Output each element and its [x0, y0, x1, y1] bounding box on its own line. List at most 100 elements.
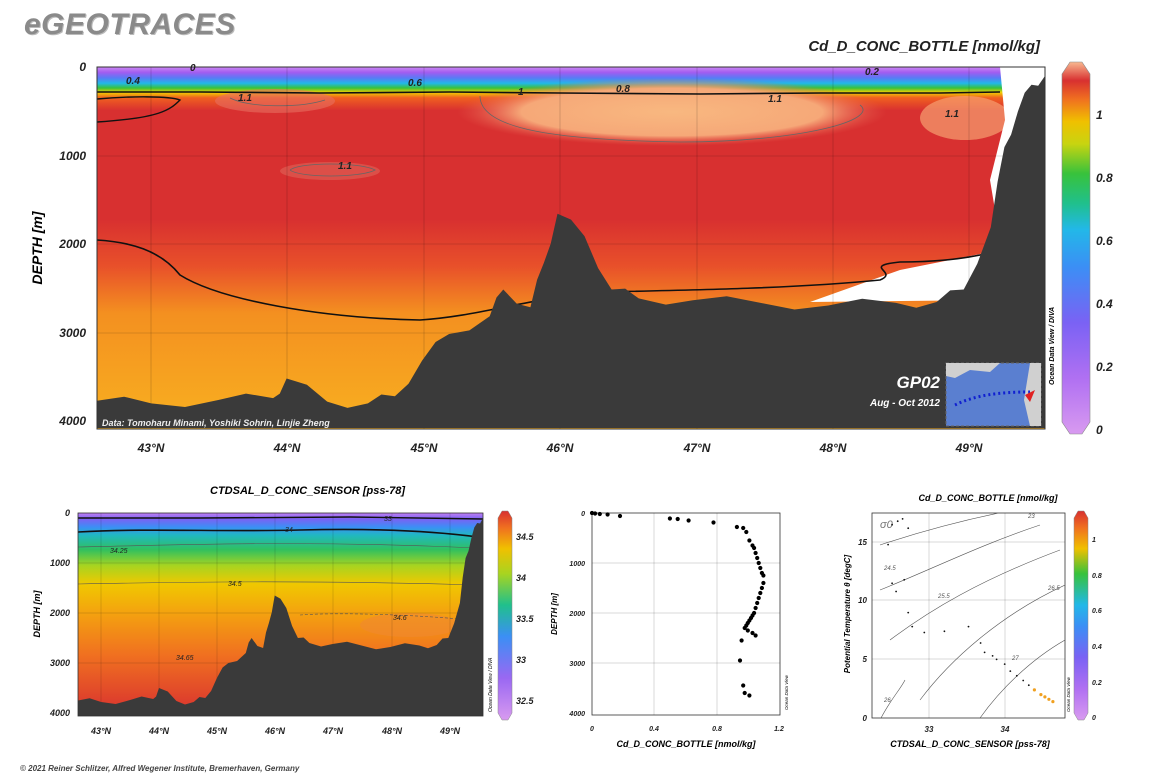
colorbar-tick: 34.5	[516, 532, 535, 542]
grid	[592, 513, 780, 715]
x-tick-label: 0.8	[712, 726, 722, 733]
y-tick-label: 1000	[569, 561, 585, 568]
isopycnals	[879, 513, 1065, 718]
data-point	[887, 543, 889, 546]
inset-map	[945, 362, 1042, 427]
contour-label: 34.25	[110, 548, 128, 555]
data-point	[758, 565, 763, 571]
y-tick-label: 1000	[59, 149, 86, 163]
odv-side-label: Ocean Data View / DIVA	[1049, 307, 1056, 385]
x-tick-label: 0	[590, 726, 594, 733]
data-point	[752, 545, 757, 551]
y-axis-label: DEPTH [m]	[29, 210, 45, 284]
y-tick-label: 3000	[50, 658, 70, 668]
salinity-chart-title: CTDSAL_D_CONC_SENSOR [pss-78]	[210, 485, 405, 497]
isopycnal-label: 27	[1011, 656, 1019, 662]
data-point	[901, 518, 904, 520]
y-axis-label: DEPTH [m]	[32, 589, 42, 637]
data-point	[686, 518, 691, 523]
x-tick-label: 47°N	[322, 726, 344, 736]
y-tick-label: 3000	[59, 326, 86, 340]
colorbar-tick: 0	[1096, 423, 1103, 437]
data-point	[761, 580, 766, 586]
x-axis-label: Cd_D_CONC_BOTTLE [nmol/kg]	[616, 739, 756, 749]
data-point	[943, 630, 946, 633]
patch	[215, 89, 335, 113]
colorbar-tick: 1	[1092, 537, 1096, 544]
colorbar-tick: 32.5	[516, 696, 535, 706]
data-point	[593, 511, 598, 516]
data-point	[911, 625, 914, 628]
patch	[360, 613, 460, 637]
data-point	[755, 555, 760, 561]
data-point	[1027, 684, 1030, 687]
x-tick-label: 46°N	[264, 726, 286, 736]
copyright-credit: © 2021 Reiner Schlitzer, Alfred Wegener …	[20, 764, 300, 773]
x-tick-label: 48°N	[381, 726, 403, 736]
sigma-label: σ0	[880, 519, 894, 531]
data-point	[991, 655, 994, 657]
grid	[872, 513, 1065, 718]
profile-scatter-chart: 0 0.4 0.8 1.2 0 1000 2000 3000 4000 Cd_D…	[550, 510, 789, 749]
x-tick-label: 48°N	[819, 441, 847, 455]
data-point	[758, 590, 763, 596]
y-tick-label: 0	[65, 508, 70, 518]
data-point	[605, 512, 610, 517]
x-tick-label: 1.2	[774, 726, 784, 733]
contour-label: 34	[285, 527, 293, 534]
contour-label: 0.8	[616, 84, 630, 95]
data-point	[745, 628, 750, 633]
contour-line	[78, 543, 479, 549]
contour-label: 0.2	[865, 67, 879, 78]
x-tick-label: 47°N	[683, 441, 711, 455]
contour-line	[78, 516, 483, 520]
data-point	[755, 600, 760, 606]
isopycnal-label: 24.5	[883, 566, 896, 572]
isopycnal-label: 25.5	[937, 594, 950, 600]
data-point	[1009, 670, 1012, 672]
colorbar-tick: 0.8	[1092, 573, 1102, 580]
no-data-area	[810, 250, 1000, 302]
contour-line	[78, 581, 479, 586]
x-tick-label: 45°N	[206, 726, 228, 736]
data-point	[979, 642, 982, 644]
colorbar-tick: 33.5	[516, 614, 535, 624]
data-point	[753, 550, 758, 556]
y-tick-label: 1000	[50, 558, 70, 568]
data-point	[617, 513, 623, 519]
contour-line	[479, 95, 864, 143]
colorbar-tick: 0.4	[1096, 297, 1113, 311]
patch	[920, 96, 1010, 140]
data-point	[742, 690, 747, 696]
x-tick-label: 46°N	[546, 441, 574, 455]
data-point	[1043, 695, 1047, 699]
cruise-label: GP02	[897, 373, 941, 392]
data-point	[1022, 679, 1025, 682]
data-point	[589, 510, 595, 516]
salinity-section-chart: CTDSAL_D_CONC_SENSOR [pss-78] 33 34 34.2…	[32, 485, 535, 736]
data-point	[737, 658, 743, 663]
patch	[280, 162, 380, 180]
colorbar-tick: 0.6	[1096, 234, 1113, 248]
data-point	[711, 520, 716, 525]
main-chart-title: Cd_D_CONC_BOTTLE [nmol/kg]	[808, 38, 1040, 55]
y-tick-label: 2000	[49, 608, 70, 618]
contour-line	[229, 97, 326, 107]
isopycnal-label: 23	[1027, 514, 1035, 520]
main-section-chart: 0.4 0 0.6 1 0.8 0.2 1.1 1.1 1.1 1.1 0 10…	[29, 60, 1113, 455]
colorbar	[1061, 61, 1091, 435]
bathymetry	[97, 75, 1045, 428]
colorbar-tick: 1	[1096, 108, 1103, 122]
data-point	[995, 658, 998, 661]
x-tick-label: 49°N	[955, 441, 983, 455]
period-label: Aug - Oct 2012	[869, 398, 940, 409]
isopycnal-label: 26.5	[1047, 586, 1060, 592]
contour-line	[97, 96, 182, 123]
data-point	[739, 638, 744, 643]
odv-side-label: Ocean Data View / DIVA	[488, 657, 494, 712]
y-tick-label: 3000	[569, 661, 585, 668]
y-tick-label: 4000	[58, 414, 86, 428]
contour-label: 1.1	[238, 93, 252, 104]
x-tick-label: 43°N	[137, 441, 165, 455]
contour-label: 1.1	[768, 94, 782, 105]
